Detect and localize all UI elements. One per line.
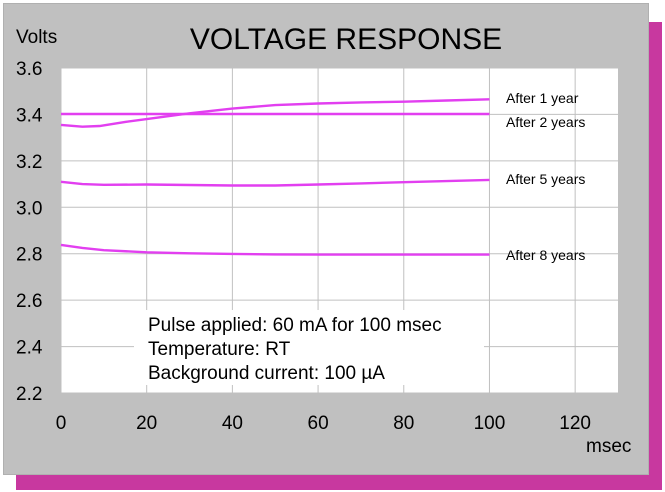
- y-tick-label: 2.6: [16, 291, 42, 312]
- series-label: After 1 year: [506, 90, 579, 106]
- x-tick-label: 120: [559, 413, 591, 434]
- y-tick-label: 3.0: [16, 198, 42, 219]
- x-tick-label: 0: [56, 413, 67, 434]
- annotation-temperature: Temperature: RT: [148, 339, 291, 360]
- annotation-background-current: Background current: 100 µA: [148, 363, 385, 384]
- series-line-after-5-years: [60, 178, 490, 187]
- y-axis-label: Volts: [16, 27, 57, 48]
- y-tick-label: 2.8: [16, 245, 42, 266]
- annotation-box: [134, 310, 484, 385]
- x-tick-label: 60: [308, 413, 329, 434]
- series-label: After 2 years: [506, 114, 585, 130]
- x-tick-label: 40: [222, 413, 243, 434]
- series-label: After 5 years: [506, 171, 585, 187]
- series-layer: [60, 98, 490, 256]
- x-tick-labels: 0 20 40 60 80 100 120: [56, 413, 591, 434]
- series-labels: After 1 year After 2 years After 5 years Af…: [506, 90, 585, 263]
- y-tick-label: 3.4: [16, 105, 43, 126]
- y-tick-label: 2.2: [16, 384, 42, 405]
- series-line-after-2-years: [60, 98, 490, 128]
- x-tick-label: 80: [393, 413, 414, 434]
- y-tick-label: 3.2: [16, 152, 42, 173]
- x-axis-label: msec: [586, 436, 631, 457]
- series-line-after-8-years: [60, 243, 490, 256]
- y-tick-label: 2.4: [16, 338, 43, 359]
- chart-title: VOLTAGE RESPONSE: [190, 23, 502, 56]
- series-label: After 8 years: [506, 247, 585, 263]
- x-tick-label: 20: [136, 413, 157, 434]
- x-tick-label: 100: [474, 413, 506, 434]
- annotation-pulse: Pulse applied: 60 mA for 100 msec: [148, 315, 442, 336]
- y-tick-labels: 3.6 3.4 3.2 3.0 2.8 2.6 2.4 2.2: [16, 59, 43, 405]
- y-tick-label: 3.6: [16, 59, 42, 80]
